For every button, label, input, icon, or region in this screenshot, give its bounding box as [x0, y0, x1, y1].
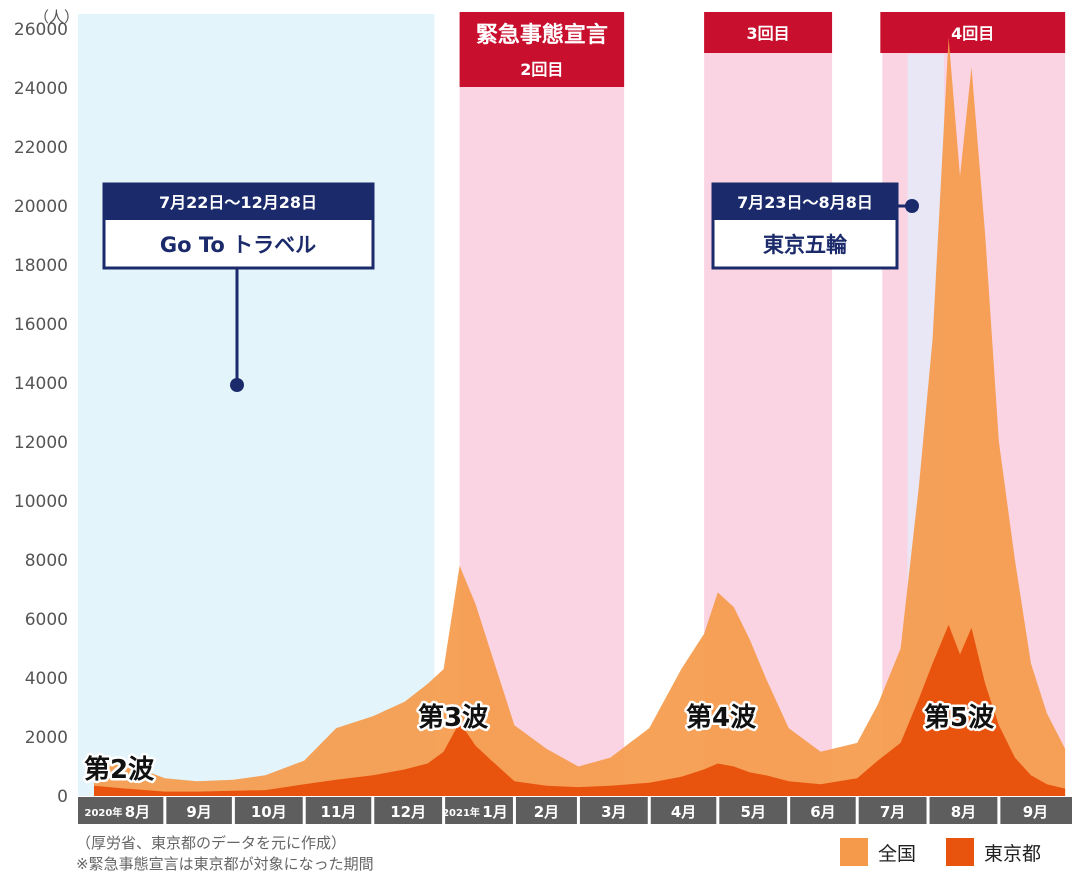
y-tick-label: 26000 — [14, 20, 68, 40]
goto-travel-date-bar — [104, 184, 373, 220]
olympics-dates: 7月23日〜8月8日 — [737, 193, 873, 212]
month-tick-label: 7月 — [880, 803, 905, 821]
legend-label-tokyo: 東京都 — [984, 842, 1042, 865]
y-tick-label: 22000 — [14, 138, 68, 158]
y-tick-label: 24000 — [14, 79, 68, 99]
emergency-banners: 緊急事態宣言 2回目 3回目 4回目 — [459, 12, 1066, 87]
y-tick-label: 16000 — [14, 315, 68, 335]
emergency-4-label: 4回目 — [951, 24, 994, 43]
x-axis-month-band: 2020年 8月 9月 10月 11月 12月 2021年 1月 2月 3月 4月 5月 6月 7月 8月 9… — [78, 797, 1072, 824]
goto-travel-dates: 7月22日〜12月28日 — [159, 193, 317, 212]
month-band — [78, 797, 1072, 824]
emergency-banner-3 — [704, 12, 833, 53]
month-tick-label: 3月 — [601, 803, 626, 821]
wave-label-5: 第5波 — [924, 702, 995, 733]
goto-travel-title: Go To トラベル — [160, 233, 316, 257]
wave-label-2: 第2波 — [84, 754, 155, 785]
legend-item-tokyo: 東京都 — [946, 838, 1041, 866]
goto-travel-period — [78, 14, 435, 796]
series-area-tokyo — [94, 624, 1066, 796]
y-axis: （人） 0 2000 4000 6000 8000 10000 12000 14000 1600… — [14, 8, 79, 807]
olympics-date-bar — [713, 184, 897, 220]
y-unit-label: （人） — [34, 8, 79, 26]
area-series — [94, 37, 1066, 797]
month-tick-label: 9月 — [1023, 803, 1048, 821]
month-tick-label: 1月 — [482, 803, 507, 821]
legend-label-national: 全国 — [878, 842, 917, 865]
y-tick-label: 20000 — [14, 197, 68, 217]
olympics-dot — [905, 199, 919, 213]
month-tick-label: 6月 — [810, 803, 835, 821]
goto-travel-dot — [230, 378, 244, 392]
legend-item-national: 全国 — [840, 838, 916, 866]
month-tick-label: 8月 — [125, 803, 150, 821]
y-tick-label: 0 — [57, 787, 68, 807]
y-tick-label: 2000 — [25, 728, 68, 748]
emergency-banner-4 — [880, 12, 1066, 53]
year-tick-label: 2021年 — [442, 806, 480, 819]
y-tick-label: 8000 — [25, 551, 68, 571]
month-tick-label: 2月 — [534, 803, 559, 821]
y-tick-label: 10000 — [14, 492, 68, 512]
y-tick-label: 18000 — [14, 256, 68, 276]
source-note: （厚労省、東京都のデータを元に作成） — [76, 834, 347, 852]
y-tick-label: 4000 — [25, 669, 68, 689]
emergency-3-label: 3回目 — [747, 24, 790, 43]
legend-swatch-national — [840, 838, 868, 866]
month-tick-label: 11月 — [321, 803, 357, 821]
y-tick-label: 6000 — [25, 610, 68, 630]
month-tick-label: 8月 — [951, 803, 976, 821]
wave-labels: 第2波 第3波 第4波 第5波 — [82, 700, 998, 788]
emergency-banner-2 — [459, 12, 625, 87]
infection-chart: 緊急事態宣言 2回目 3回目 4回目 （人） 0 2000 4000 6000 8000… — [14, 8, 1072, 824]
wave-label-4: 第4波 — [686, 702, 757, 733]
goto-travel-callout: 7月22日〜12月28日 Go To トラベル — [102, 182, 375, 392]
month-tick-label: 4月 — [671, 803, 696, 821]
month-tick-label: 5月 — [741, 803, 766, 821]
month-tick-label: 10月 — [251, 803, 287, 821]
y-tick-label: 14000 — [14, 374, 68, 394]
month-tick-label: 9月 — [186, 803, 211, 821]
year-tick-label: 2020年 — [84, 806, 122, 819]
olympics-title: 東京五輪 — [763, 233, 848, 257]
legend-swatch-tokyo — [946, 838, 974, 866]
wave-label-3: 第3波 — [418, 702, 489, 733]
emergency-2-label: 2回目 — [520, 60, 563, 79]
month-tick-label: 12月 — [390, 803, 426, 821]
emergency-note: ※緊急事態宣言は東京都が対象になった期間 — [76, 855, 374, 873]
olympics-callout: 7月23日〜8月8日 東京五輪 — [711, 182, 919, 270]
y-tick-label: 12000 — [14, 433, 68, 453]
emergency-header: 緊急事態宣言 — [476, 22, 608, 48]
